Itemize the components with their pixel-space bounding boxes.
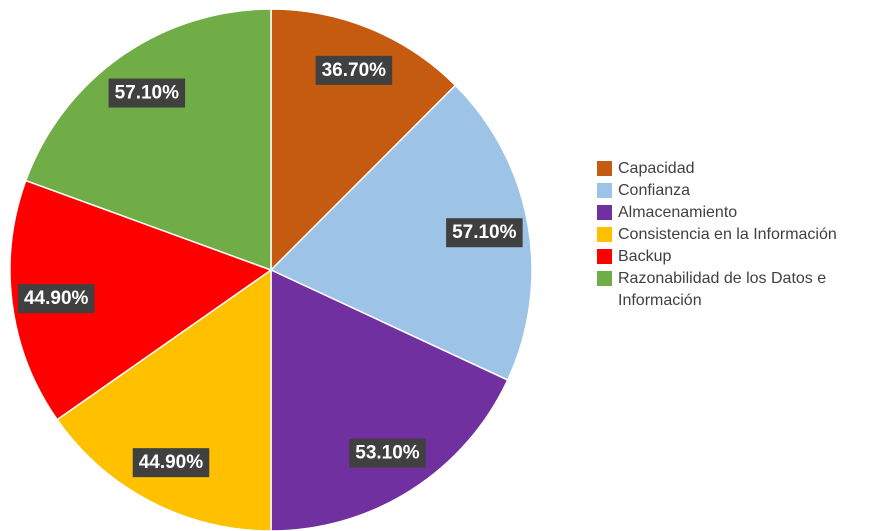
- data-label-box: [17, 284, 95, 314]
- pie-slice: [270, 268, 509, 531]
- data-label-box: [349, 438, 426, 468]
- pie-slice: [9, 179, 273, 421]
- pie-slice: [56, 268, 272, 531]
- legend-item: Almacenamiento: [597, 202, 865, 224]
- legend-label: Razonabilidad de los Datos e Información: [618, 270, 827, 309]
- legend-swatch: [597, 205, 612, 220]
- legend-item: Backup: [597, 246, 865, 268]
- legend-label: Confianza: [618, 182, 691, 199]
- legend-swatch: [597, 183, 612, 198]
- data-label-box: [446, 218, 523, 248]
- data-label: 57.10%: [115, 83, 180, 104]
- data-label: 44.90%: [24, 288, 89, 309]
- legend-label: Almacenamiento: [618, 204, 738, 221]
- legend-item: Razonabilidad de los Datos e Información: [597, 268, 865, 312]
- pie-slice: [269, 84, 533, 382]
- data-label: 36.70%: [322, 60, 387, 81]
- data-label-box: [315, 55, 393, 85]
- data-label-box: [108, 78, 186, 108]
- pie-slice: [24, 8, 272, 272]
- data-label: 44.90%: [139, 452, 204, 473]
- legend-label: Capacidad: [618, 160, 695, 177]
- legend-swatch: [597, 271, 612, 286]
- legend-swatch: [597, 227, 612, 242]
- legend-label: Backup: [618, 248, 672, 265]
- data-label: 57.10%: [452, 222, 517, 243]
- legend: Capacidad Confianza Almacenamiento Consiste…: [597, 158, 865, 312]
- legend-item: Consistencia en la Información: [597, 224, 865, 246]
- data-label-box: [132, 448, 210, 478]
- legend-swatch: [597, 249, 612, 264]
- legend-swatch: [597, 161, 612, 176]
- legend-item: Confianza: [597, 180, 865, 202]
- legend-item: Capacidad: [597, 158, 865, 180]
- legend-label: Consistencia en la Información: [618, 226, 837, 243]
- data-label: 53.10%: [355, 443, 420, 464]
